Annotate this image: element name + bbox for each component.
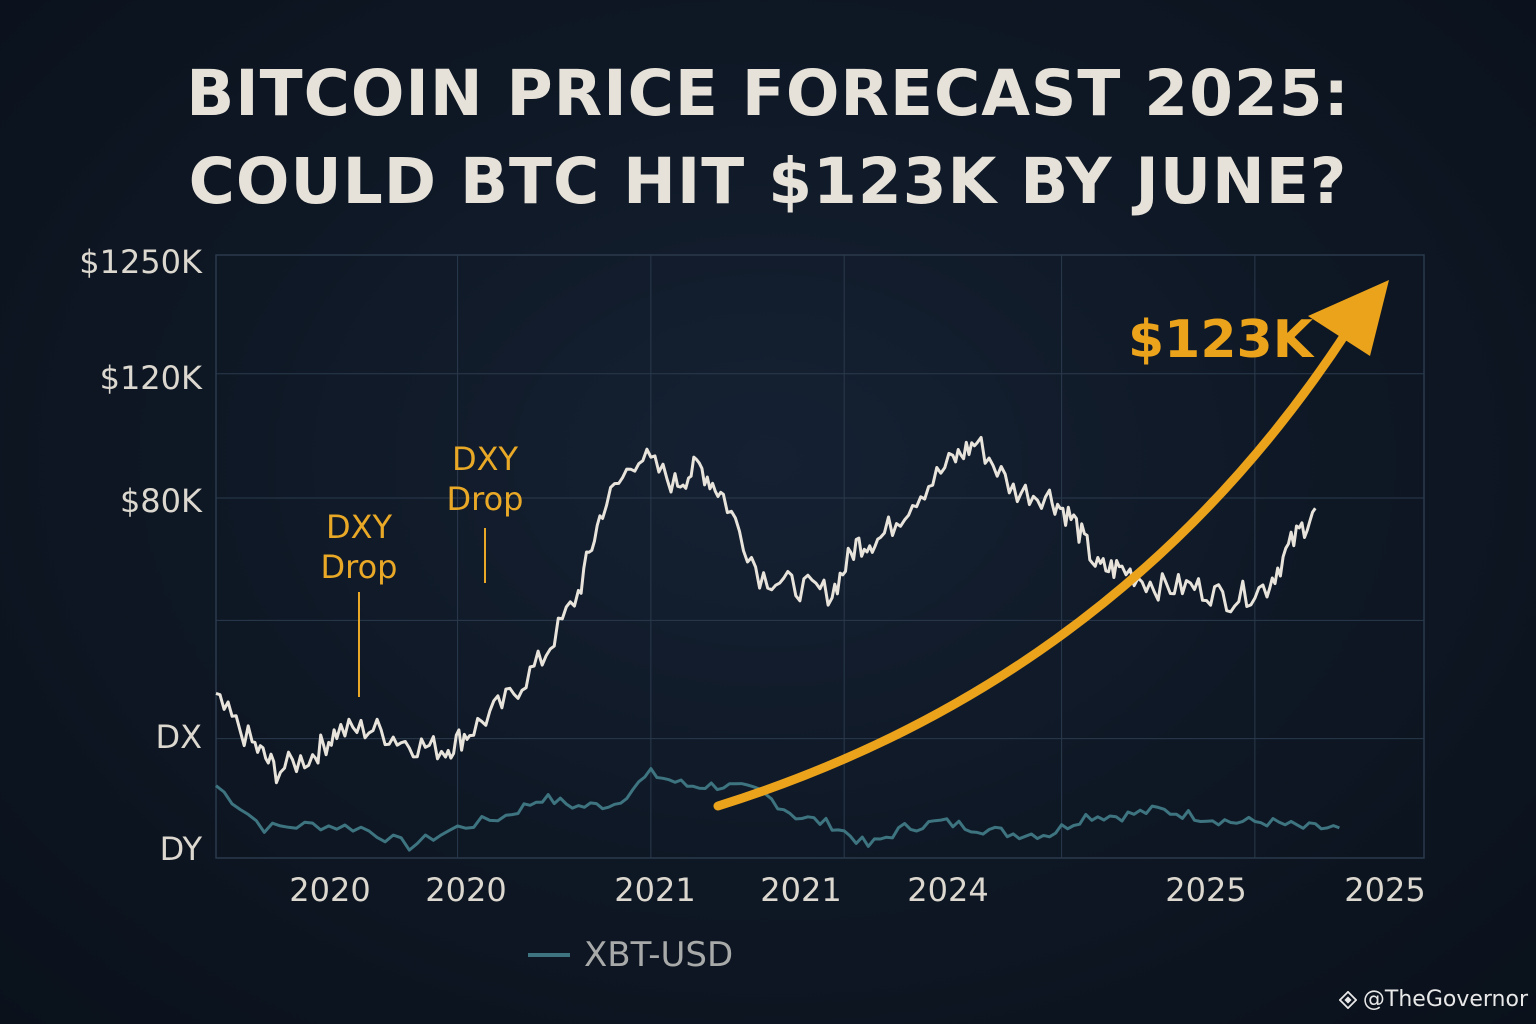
y-tick-label-80k: $80K (119, 482, 202, 520)
x-tick-label-2020-a: 2020 (289, 871, 371, 909)
chart-title-line-2: COULD BTC HIT $123K BY JUNE? (188, 145, 1348, 218)
legend-label-xbt-usd: XBT-USD (584, 935, 734, 975)
x-tick-label-2024: 2024 (907, 871, 989, 909)
y-tick-label-120k: $120K (99, 359, 202, 397)
x-tick-label-2025-b: 2025 (1344, 871, 1426, 909)
chart-title: BITCOIN PRICE FORECAST 2025: COULD BTC H… (0, 50, 1536, 226)
annotation-label: Drop (447, 480, 524, 518)
chart-title-line-1: BITCOIN PRICE FORECAST 2025: (186, 57, 1350, 130)
watermark-handle: @TheGovernor (1362, 987, 1528, 1012)
watermark: @TheGovernor (1338, 987, 1528, 1012)
forecast-label: $123K (1128, 310, 1315, 370)
annotation-label: Drop (321, 548, 398, 586)
y-tick-label-dy: DY (159, 830, 202, 868)
x-tick-label-2025-a: 2025 (1165, 871, 1247, 909)
series-line-xbt-usd (215, 767, 1340, 852)
annotation-label: DXY (326, 508, 393, 546)
forecast-arrow-head-icon (1308, 280, 1389, 356)
chart-legend: XBT-USD (528, 930, 733, 980)
x-tick-label-2020-b: 2020 (425, 871, 507, 909)
legend-swatch-xbt-usd (528, 953, 570, 957)
plot-frame (215, 254, 1425, 859)
y-tick-label-1250k: $1250K (79, 243, 202, 281)
forecast-arrow-curve (713, 325, 1353, 811)
y-tick-label-dx: DX (155, 718, 202, 756)
x-tick-label-2021-a: 2021 (614, 871, 696, 909)
diamond-logo-icon (1338, 990, 1357, 1009)
series-line-price (215, 435, 1317, 785)
x-tick-label-2021-b: 2021 (760, 871, 842, 909)
annotation-label: DXY (452, 440, 519, 478)
